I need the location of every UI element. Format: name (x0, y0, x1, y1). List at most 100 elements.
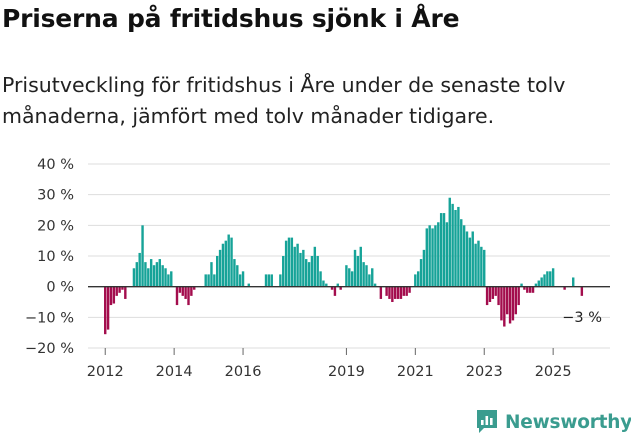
bar (144, 262, 147, 287)
bar (135, 262, 139, 287)
bar (511, 286, 515, 321)
last-value-annotation: −3 % (562, 310, 602, 326)
y-tick-label: 30 % (37, 188, 74, 204)
bar (353, 249, 357, 287)
bar (520, 283, 523, 287)
bar (305, 259, 308, 287)
bar (465, 231, 469, 287)
x-tick-label: 2016 (225, 364, 262, 380)
bar (336, 283, 339, 287)
bar (543, 274, 546, 287)
bar (414, 274, 417, 287)
x-tick-label: 2025 (535, 364, 572, 380)
bar (241, 271, 245, 287)
bar (563, 286, 566, 290)
bar (365, 265, 368, 287)
bar (497, 286, 500, 306)
bar (445, 222, 449, 287)
bar (546, 271, 549, 287)
bar (454, 210, 457, 287)
bar (167, 274, 170, 287)
bar (221, 243, 225, 287)
x-tick-label: 2014 (156, 364, 193, 380)
bar (494, 286, 497, 296)
bar (477, 240, 480, 287)
bar (451, 203, 454, 287)
y-tick-label: −20 % (25, 341, 74, 357)
bar (152, 265, 156, 287)
bar (204, 274, 207, 287)
bar (293, 246, 296, 287)
chart-subtitle: Prisutveckling för fritidshus i Åre unde… (2, 73, 566, 128)
x-tick-label: 2021 (397, 364, 434, 380)
bar (503, 286, 506, 327)
bar (540, 277, 543, 287)
bar (187, 286, 190, 306)
bar (155, 262, 159, 287)
bar (391, 286, 394, 302)
bar (267, 274, 271, 287)
bar (138, 252, 141, 287)
bar (264, 274, 268, 287)
bar (373, 283, 377, 287)
bar (118, 286, 121, 293)
y-tick-label: −10 % (25, 310, 74, 326)
bar (224, 240, 228, 287)
bar (551, 268, 555, 287)
bar (106, 286, 110, 330)
bar (437, 222, 440, 287)
bar (161, 265, 164, 287)
gridlines (88, 163, 610, 349)
bar (216, 256, 219, 287)
bar (322, 280, 325, 287)
bar (181, 286, 184, 296)
bar (359, 246, 362, 287)
bar (164, 268, 167, 287)
bar (405, 286, 408, 296)
bar (238, 274, 242, 287)
bar (104, 286, 107, 335)
bar (474, 243, 477, 287)
bar (442, 213, 446, 287)
bar (491, 286, 495, 299)
bar (483, 249, 486, 287)
bar (488, 286, 492, 302)
bar (319, 271, 322, 287)
bar (419, 259, 423, 287)
bar (302, 249, 305, 287)
bar (485, 286, 489, 306)
bar (350, 271, 354, 287)
bar (112, 286, 116, 304)
bar (284, 240, 288, 287)
bar (115, 286, 118, 296)
x-tick-label: 2023 (466, 364, 503, 380)
axes: 40 % 30 % 20 % 10 % 0 % −10 % −20 % 2012 2014 201… (25, 157, 610, 380)
y-tick-label: 10 % (37, 249, 74, 265)
brand-logo: Newsworthy (475, 408, 631, 436)
bar (528, 286, 532, 293)
bar (396, 286, 400, 299)
bar (247, 283, 250, 287)
bar (236, 265, 239, 287)
bar (316, 256, 319, 287)
bar (218, 249, 222, 287)
y-tick-label: 40 % (37, 157, 74, 173)
bar (132, 268, 136, 287)
bar (175, 286, 179, 306)
bar (448, 197, 451, 287)
newsworthy-logo-icon (477, 410, 497, 433)
bar (124, 286, 127, 299)
bar (408, 286, 411, 293)
bar (109, 286, 113, 306)
bar (282, 256, 285, 287)
bar (534, 283, 538, 287)
bar (523, 286, 526, 290)
bar (508, 286, 512, 324)
bar (428, 225, 431, 287)
bar (422, 249, 426, 287)
bar (121, 286, 124, 290)
bar (439, 213, 443, 287)
bar (425, 228, 428, 287)
bar (190, 286, 193, 296)
